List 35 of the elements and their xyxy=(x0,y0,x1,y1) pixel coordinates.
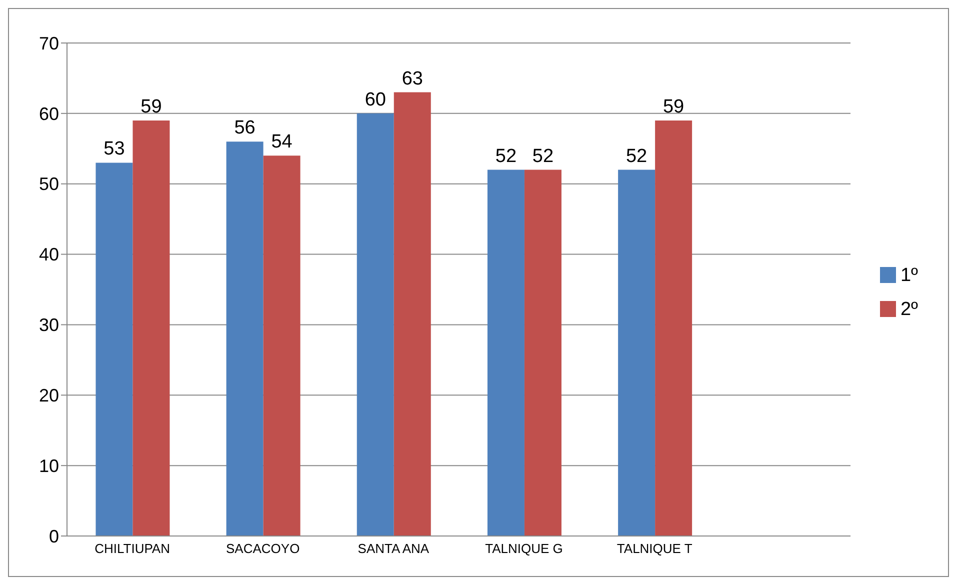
data-label: 56 xyxy=(234,118,256,139)
data-label: 63 xyxy=(402,68,423,90)
y-tick-label: 10 xyxy=(38,456,59,476)
data-label: 52 xyxy=(495,146,517,167)
y-tick-label: 20 xyxy=(38,386,59,406)
bar xyxy=(263,156,300,536)
legend-label: 2º xyxy=(900,298,918,320)
y-tick-label: 60 xyxy=(38,104,59,124)
bar xyxy=(96,162,133,536)
x-tick-label: TALNIQUE G xyxy=(485,541,563,556)
bar xyxy=(524,170,562,536)
y-tick-label: 40 xyxy=(38,244,59,265)
data-label: 53 xyxy=(104,138,125,160)
legend-label: 1º xyxy=(900,264,918,286)
data-label: 59 xyxy=(140,96,162,118)
x-tick-label: CHILTIUPAN xyxy=(94,541,170,556)
data-label: 60 xyxy=(364,89,386,110)
bar xyxy=(655,120,692,536)
bar xyxy=(132,120,170,536)
bar xyxy=(487,170,524,536)
x-tick-label: TALNIQUE T xyxy=(616,541,692,556)
x-tick-label: SANTA ANA xyxy=(358,541,430,556)
bar xyxy=(618,170,656,536)
x-tick-label: SACACOYO xyxy=(226,541,300,556)
y-tick-label: 70 xyxy=(38,33,59,54)
bar xyxy=(394,92,431,536)
data-label: 59 xyxy=(662,96,684,118)
data-label: 52 xyxy=(532,146,554,167)
data-label: 54 xyxy=(271,132,293,153)
data-label: 52 xyxy=(626,146,648,167)
y-tick-label: 0 xyxy=(48,526,59,546)
bar xyxy=(356,113,394,536)
y-tick-label: 30 xyxy=(38,315,59,336)
y-tick-label: 50 xyxy=(38,174,59,194)
bar xyxy=(226,142,264,536)
